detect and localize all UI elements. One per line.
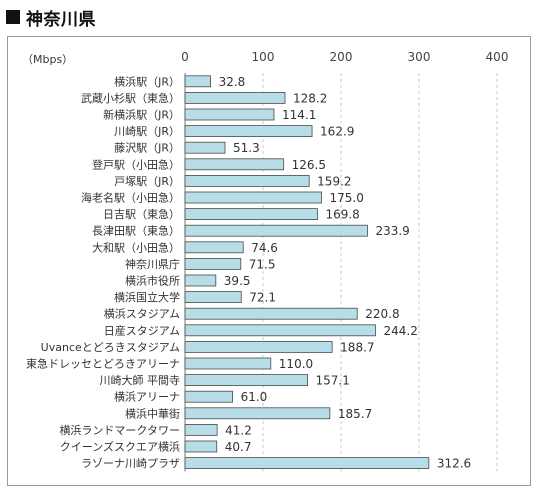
heading-square-icon xyxy=(6,10,20,24)
bar xyxy=(184,357,272,370)
bar xyxy=(184,324,376,337)
category-label: 横浜ランドマークタワー xyxy=(59,423,180,437)
value-label: 74.6 xyxy=(251,241,278,255)
value-label: 32.8 xyxy=(219,75,246,89)
value-label: 126.5 xyxy=(292,158,326,172)
value-label: 244.2 xyxy=(383,324,417,338)
category-label: クイーンズスクエア横浜 xyxy=(60,440,180,454)
value-label: 114.1 xyxy=(282,108,316,122)
category-label: 新横浜駅（JR） xyxy=(103,108,180,122)
bar xyxy=(184,108,275,121)
category-label: 藤沢駅（JR） xyxy=(114,141,180,155)
bar xyxy=(184,191,322,204)
category-label: 日産スタジアム xyxy=(104,324,180,337)
x-tick-label: 400 xyxy=(486,50,509,64)
bar xyxy=(184,75,211,88)
bar xyxy=(184,340,333,353)
bar xyxy=(184,92,286,104)
bar xyxy=(184,390,233,403)
category-label: 横浜市役所 xyxy=(125,274,180,288)
category-label: 横浜国立大学 xyxy=(114,290,180,304)
bar xyxy=(184,407,331,420)
x-tick-label: 0 xyxy=(181,50,189,64)
category-label: 武蔵小杉駅（東急） xyxy=(81,91,180,105)
bar xyxy=(184,141,226,154)
value-label: 175.0 xyxy=(330,191,364,205)
value-label: 110.0 xyxy=(279,357,313,371)
heading-title: 神奈川県 xyxy=(26,9,96,30)
bar xyxy=(184,457,430,470)
category-label: 横浜中華街 xyxy=(125,406,180,420)
value-label: 157.1 xyxy=(316,374,350,388)
category-label: 横浜駅（JR） xyxy=(114,74,180,88)
category-label: 川崎駅（JR） xyxy=(114,124,180,138)
category-label: 横浜アリーナ xyxy=(114,390,180,404)
x-tick-label: 100 xyxy=(252,50,275,64)
category-label: 日吉駅（東急） xyxy=(103,207,180,221)
bar xyxy=(184,440,218,453)
bar xyxy=(184,174,310,187)
value-label: 72.1 xyxy=(249,291,276,305)
bar xyxy=(184,374,308,387)
value-label: 71.5 xyxy=(249,257,276,271)
value-label: 162.9 xyxy=(320,125,354,139)
category-label: 海老名駅（小田急） xyxy=(81,191,180,205)
category-label: 長津田駅（東急） xyxy=(92,224,180,238)
category-label: 横浜スタジアム xyxy=(104,307,180,321)
value-label: 169.8 xyxy=(325,208,359,222)
category-label: ラゾーナ川崎プラザ xyxy=(81,456,180,470)
chart-frame: （Mbps） 0 100 200 300 400 横浜駅（JR） 32.8 武蔵小杉駅（東急） 1… xyxy=(7,36,531,486)
value-label: 159.2 xyxy=(317,174,351,188)
page-heading: 神奈川県 xyxy=(6,4,96,30)
category-label: Uvanceとどろきスタジアム xyxy=(41,341,180,354)
x-tick-label: 200 xyxy=(330,50,353,64)
bar xyxy=(184,274,217,287)
category-label: 戸塚駅（JR） xyxy=(114,175,180,188)
bar xyxy=(184,423,218,436)
category-label: 東急ドレッセとどろきアリーナ xyxy=(26,357,180,371)
bar xyxy=(184,208,318,221)
bar xyxy=(184,291,242,304)
value-label: 185.7 xyxy=(338,407,372,421)
value-label: 128.2 xyxy=(293,91,327,105)
x-tick-label: 300 xyxy=(408,50,431,64)
bar xyxy=(184,257,242,270)
bar xyxy=(184,125,313,137)
value-label: 220.8 xyxy=(365,307,399,321)
bar xyxy=(184,307,358,320)
category-label: 登戸駅（小田急） xyxy=(92,157,180,171)
bar-chart: （Mbps） 0 100 200 300 400 横浜駅（JR） 32.8 武蔵小杉駅（東急） 1… xyxy=(22,50,509,472)
category-label: 川崎大師 平間寺 xyxy=(100,373,181,387)
category-label: 神奈川県庁 xyxy=(125,257,180,271)
value-label: 40.7 xyxy=(225,440,252,454)
bar xyxy=(184,241,244,254)
value-label: 61.0 xyxy=(241,390,268,404)
value-label: 188.7 xyxy=(340,340,374,354)
value-label: 51.3 xyxy=(233,141,260,155)
bar xyxy=(184,224,368,237)
value-label: 233.9 xyxy=(375,224,409,238)
value-label: 41.2 xyxy=(225,423,252,437)
category-label: 大和駅（小田急） xyxy=(92,240,180,254)
value-label: 39.5 xyxy=(224,274,251,288)
unit-label: （Mbps） xyxy=(22,53,73,66)
bar xyxy=(184,158,285,171)
value-label: 312.6 xyxy=(437,457,471,471)
